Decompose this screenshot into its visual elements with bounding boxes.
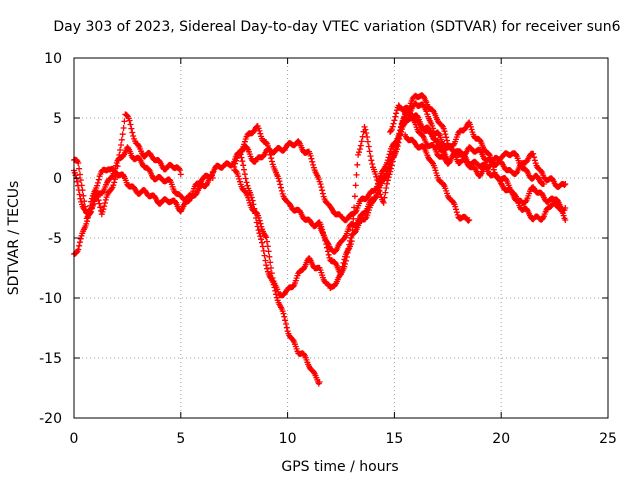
- x-axis-label: GPS time / hours: [281, 459, 398, 475]
- y-tick-label: -15: [39, 351, 62, 367]
- data-point-markers: [387, 102, 569, 190]
- x-tick-label: 15: [385, 431, 403, 447]
- series-track-10: [402, 131, 473, 224]
- y-tick-label: 10: [44, 51, 62, 67]
- y-tick-label: -5: [48, 231, 62, 247]
- data-point-markers: [209, 114, 569, 224]
- x-tick-labels: 0 5 10 15 20 25: [70, 431, 617, 447]
- series-track-9: [387, 102, 569, 190]
- y-tick-label: 0: [53, 171, 62, 187]
- axis-ticks: [73, 57, 609, 419]
- series-track-8: [209, 114, 569, 224]
- x-tick-label: 20: [492, 431, 510, 447]
- chart-title: Day 303 of 2023, Sidereal Day-to-day VTE…: [53, 19, 620, 35]
- y-tick-labels: -20 -15 -10 -5 0 5 10: [39, 51, 62, 427]
- x-tick-label: 0: [70, 431, 79, 447]
- y-axis-label: SDTVAR / TECUs: [6, 181, 22, 296]
- y-tick-label: 5: [53, 111, 62, 127]
- y-tick-label: -20: [39, 411, 62, 427]
- y-tick-label: -10: [39, 291, 62, 307]
- x-tick-label: 10: [279, 431, 297, 447]
- data-point-markers: [402, 131, 473, 224]
- x-tick-label: 5: [176, 431, 185, 447]
- x-tick-label: 25: [599, 431, 617, 447]
